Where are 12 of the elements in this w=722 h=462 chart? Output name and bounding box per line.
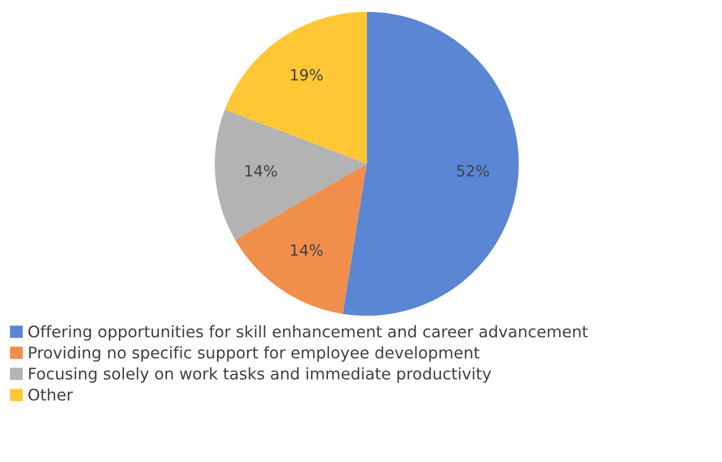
pie-slice [342, 12, 519, 316]
legend-label: Focusing solely on work tasks and immediate productivity [29, 367, 492, 383]
pie-slice [214, 110, 367, 240]
pie-slice [235, 164, 367, 314]
legend-label: Offering opportunities for skill enhancement and career advancement [28, 325, 588, 341]
data-label: 14% [291, 244, 323, 256]
data-label: 52% [457, 165, 489, 177]
legend-label: Other [28, 388, 73, 401]
pie-slice [224, 12, 367, 164]
data-label: 19% [291, 69, 323, 81]
data-label: 14% [245, 165, 277, 177]
legend-label: Providing no specific support for employee development [29, 346, 480, 362]
